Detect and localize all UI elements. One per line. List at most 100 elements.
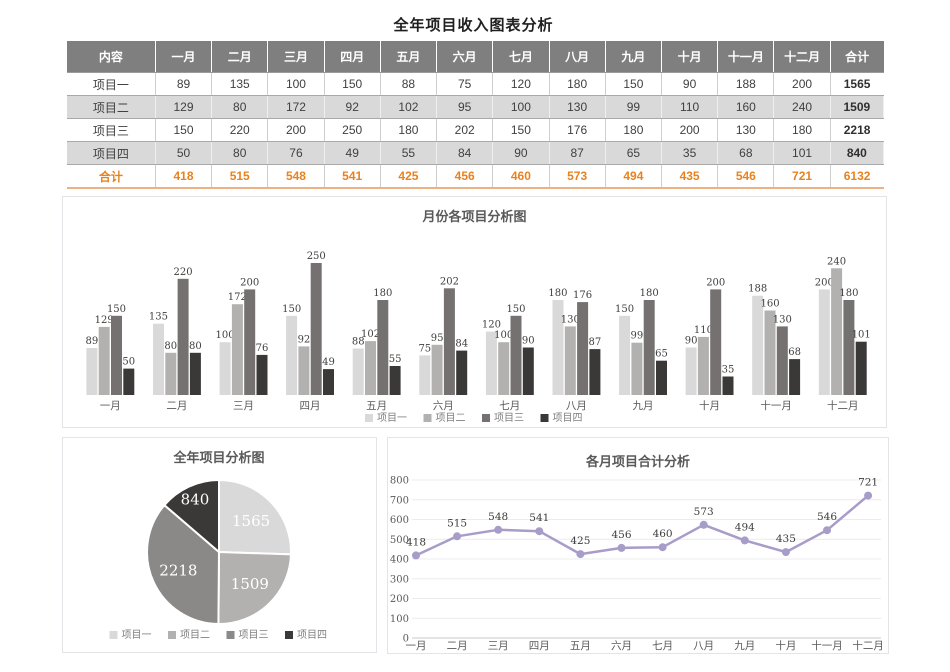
bar-value-label: 160 xyxy=(760,299,779,310)
bar xyxy=(298,346,310,395)
column-header: 七月 xyxy=(492,41,550,73)
legend-swatch xyxy=(285,631,293,639)
bar-value-label: 150 xyxy=(506,304,525,315)
value-cell: 200 xyxy=(267,118,325,142)
value-cell: 87 xyxy=(549,141,606,165)
value-cell: 130 xyxy=(717,118,775,142)
x-axis-label: 二月 xyxy=(166,400,187,412)
bar-value-label: 130 xyxy=(561,314,580,325)
value-cell: 90 xyxy=(492,141,550,165)
x-axis-label: 二月 xyxy=(447,640,468,652)
bar-value-label: 200 xyxy=(815,277,834,288)
y-axis-tick-label: 300 xyxy=(390,574,409,585)
x-axis-label: 六月 xyxy=(433,400,454,412)
line-point xyxy=(823,526,831,535)
line-point xyxy=(535,527,544,536)
pie-value-label: 840 xyxy=(181,491,210,509)
value-cell: 95 xyxy=(436,95,494,119)
value-cell: 35 xyxy=(661,141,719,165)
value-cell: 110 xyxy=(661,95,719,119)
bar xyxy=(286,315,298,395)
bar-value-label: 92 xyxy=(298,334,311,345)
value-cell: 100 xyxy=(492,95,550,119)
x-axis-label: 六月 xyxy=(611,640,632,652)
bar-value-label: 55 xyxy=(389,354,402,365)
legend-label: 项目三 xyxy=(494,412,524,424)
value-cell: 80 xyxy=(211,141,269,165)
bar-value-label: 88 xyxy=(352,337,365,348)
x-axis-label: 十二月 xyxy=(827,399,859,412)
row-total-cell: 2218 xyxy=(830,118,884,142)
column-header: 十月 xyxy=(661,41,719,73)
bar xyxy=(510,315,522,395)
bar xyxy=(485,331,497,395)
legend-label: 项目四 xyxy=(297,629,327,641)
bar-value-label: 84 xyxy=(455,339,468,350)
bar xyxy=(656,360,667,395)
legend-swatch xyxy=(226,631,235,639)
bar xyxy=(619,315,631,395)
column-header: 八月 xyxy=(549,41,606,73)
y-axis-tick-label: 200 xyxy=(390,594,409,605)
bar-value-label: 100 xyxy=(494,330,513,341)
bar-value-label: 150 xyxy=(282,304,301,315)
x-axis-label: 五月 xyxy=(366,400,387,412)
value-cell: 180 xyxy=(605,118,662,142)
bar-value-label: 90 xyxy=(685,335,698,346)
table-row: 项目四 50 80 76 49 55 84 90 87 65 35 68 101 840 xyxy=(67,141,885,165)
value-cell: 494 xyxy=(605,164,662,189)
value-cell: 84 xyxy=(436,141,494,165)
value-cell: 425 xyxy=(380,164,438,189)
bar-value-label: 87 xyxy=(589,337,602,348)
column-header: 十一月 xyxy=(717,41,775,73)
y-axis-tick-label: 0 xyxy=(403,634,409,645)
bar-value-label: 75 xyxy=(418,343,431,354)
legend-swatch xyxy=(482,414,490,422)
point-value-label: 456 xyxy=(611,529,631,541)
legend-label: 项目一 xyxy=(377,412,407,424)
bar xyxy=(389,366,401,395)
line-point xyxy=(453,532,462,541)
row-total-cell: 840 xyxy=(830,141,885,165)
bar xyxy=(443,288,455,395)
bar-value-label: 76 xyxy=(256,343,269,354)
legend-swatch xyxy=(109,631,118,639)
bar xyxy=(498,342,510,395)
x-axis-label: 三月 xyxy=(233,400,254,412)
bar xyxy=(189,352,201,395)
bar xyxy=(764,310,776,395)
point-value-label: 515 xyxy=(447,517,467,529)
row-label-cell: 项目二 xyxy=(67,95,156,119)
legend-swatch xyxy=(365,414,373,422)
x-axis-label: 一月 xyxy=(406,640,427,652)
bar-chart-title: 月份各项目分析图 xyxy=(421,209,526,224)
x-axis-label: 十月 xyxy=(775,639,796,652)
value-cell: 150 xyxy=(492,118,550,142)
bar-value-label: 150 xyxy=(107,304,126,315)
pie-slice xyxy=(146,504,220,625)
bar-value-label: 130 xyxy=(773,314,792,325)
line-point xyxy=(576,550,585,559)
value-cell: 180 xyxy=(773,118,831,142)
point-value-label: 573 xyxy=(694,506,714,518)
pie-value-label: 2218 xyxy=(159,562,197,580)
value-cell: 100 xyxy=(267,72,325,96)
bar xyxy=(855,341,867,395)
x-axis-label: 七月 xyxy=(652,640,673,652)
value-cell: 548 xyxy=(267,164,325,189)
value-cell: 50 xyxy=(155,141,213,165)
data-table: 内容 一月 二月 三月 四月 五月 六月 七月 八月 九月 十月 十一月 十二月 合计 项目一 89 135 1… xyxy=(67,41,885,189)
line-series-path xyxy=(414,494,870,557)
value-cell: 65 xyxy=(605,141,662,165)
value-cell: 101 xyxy=(773,141,831,165)
bar xyxy=(818,289,830,395)
bar xyxy=(231,304,243,395)
bar-value-label: 65 xyxy=(655,349,668,360)
bar xyxy=(789,359,801,395)
bar-value-label: 68 xyxy=(788,347,801,358)
bar-value-label: 220 xyxy=(174,267,193,278)
y-axis-tick-label: 600 xyxy=(390,515,409,526)
pie-value-label: 1565 xyxy=(232,512,270,530)
bar-value-label: 80 xyxy=(189,341,202,352)
value-cell: 68 xyxy=(717,141,775,165)
